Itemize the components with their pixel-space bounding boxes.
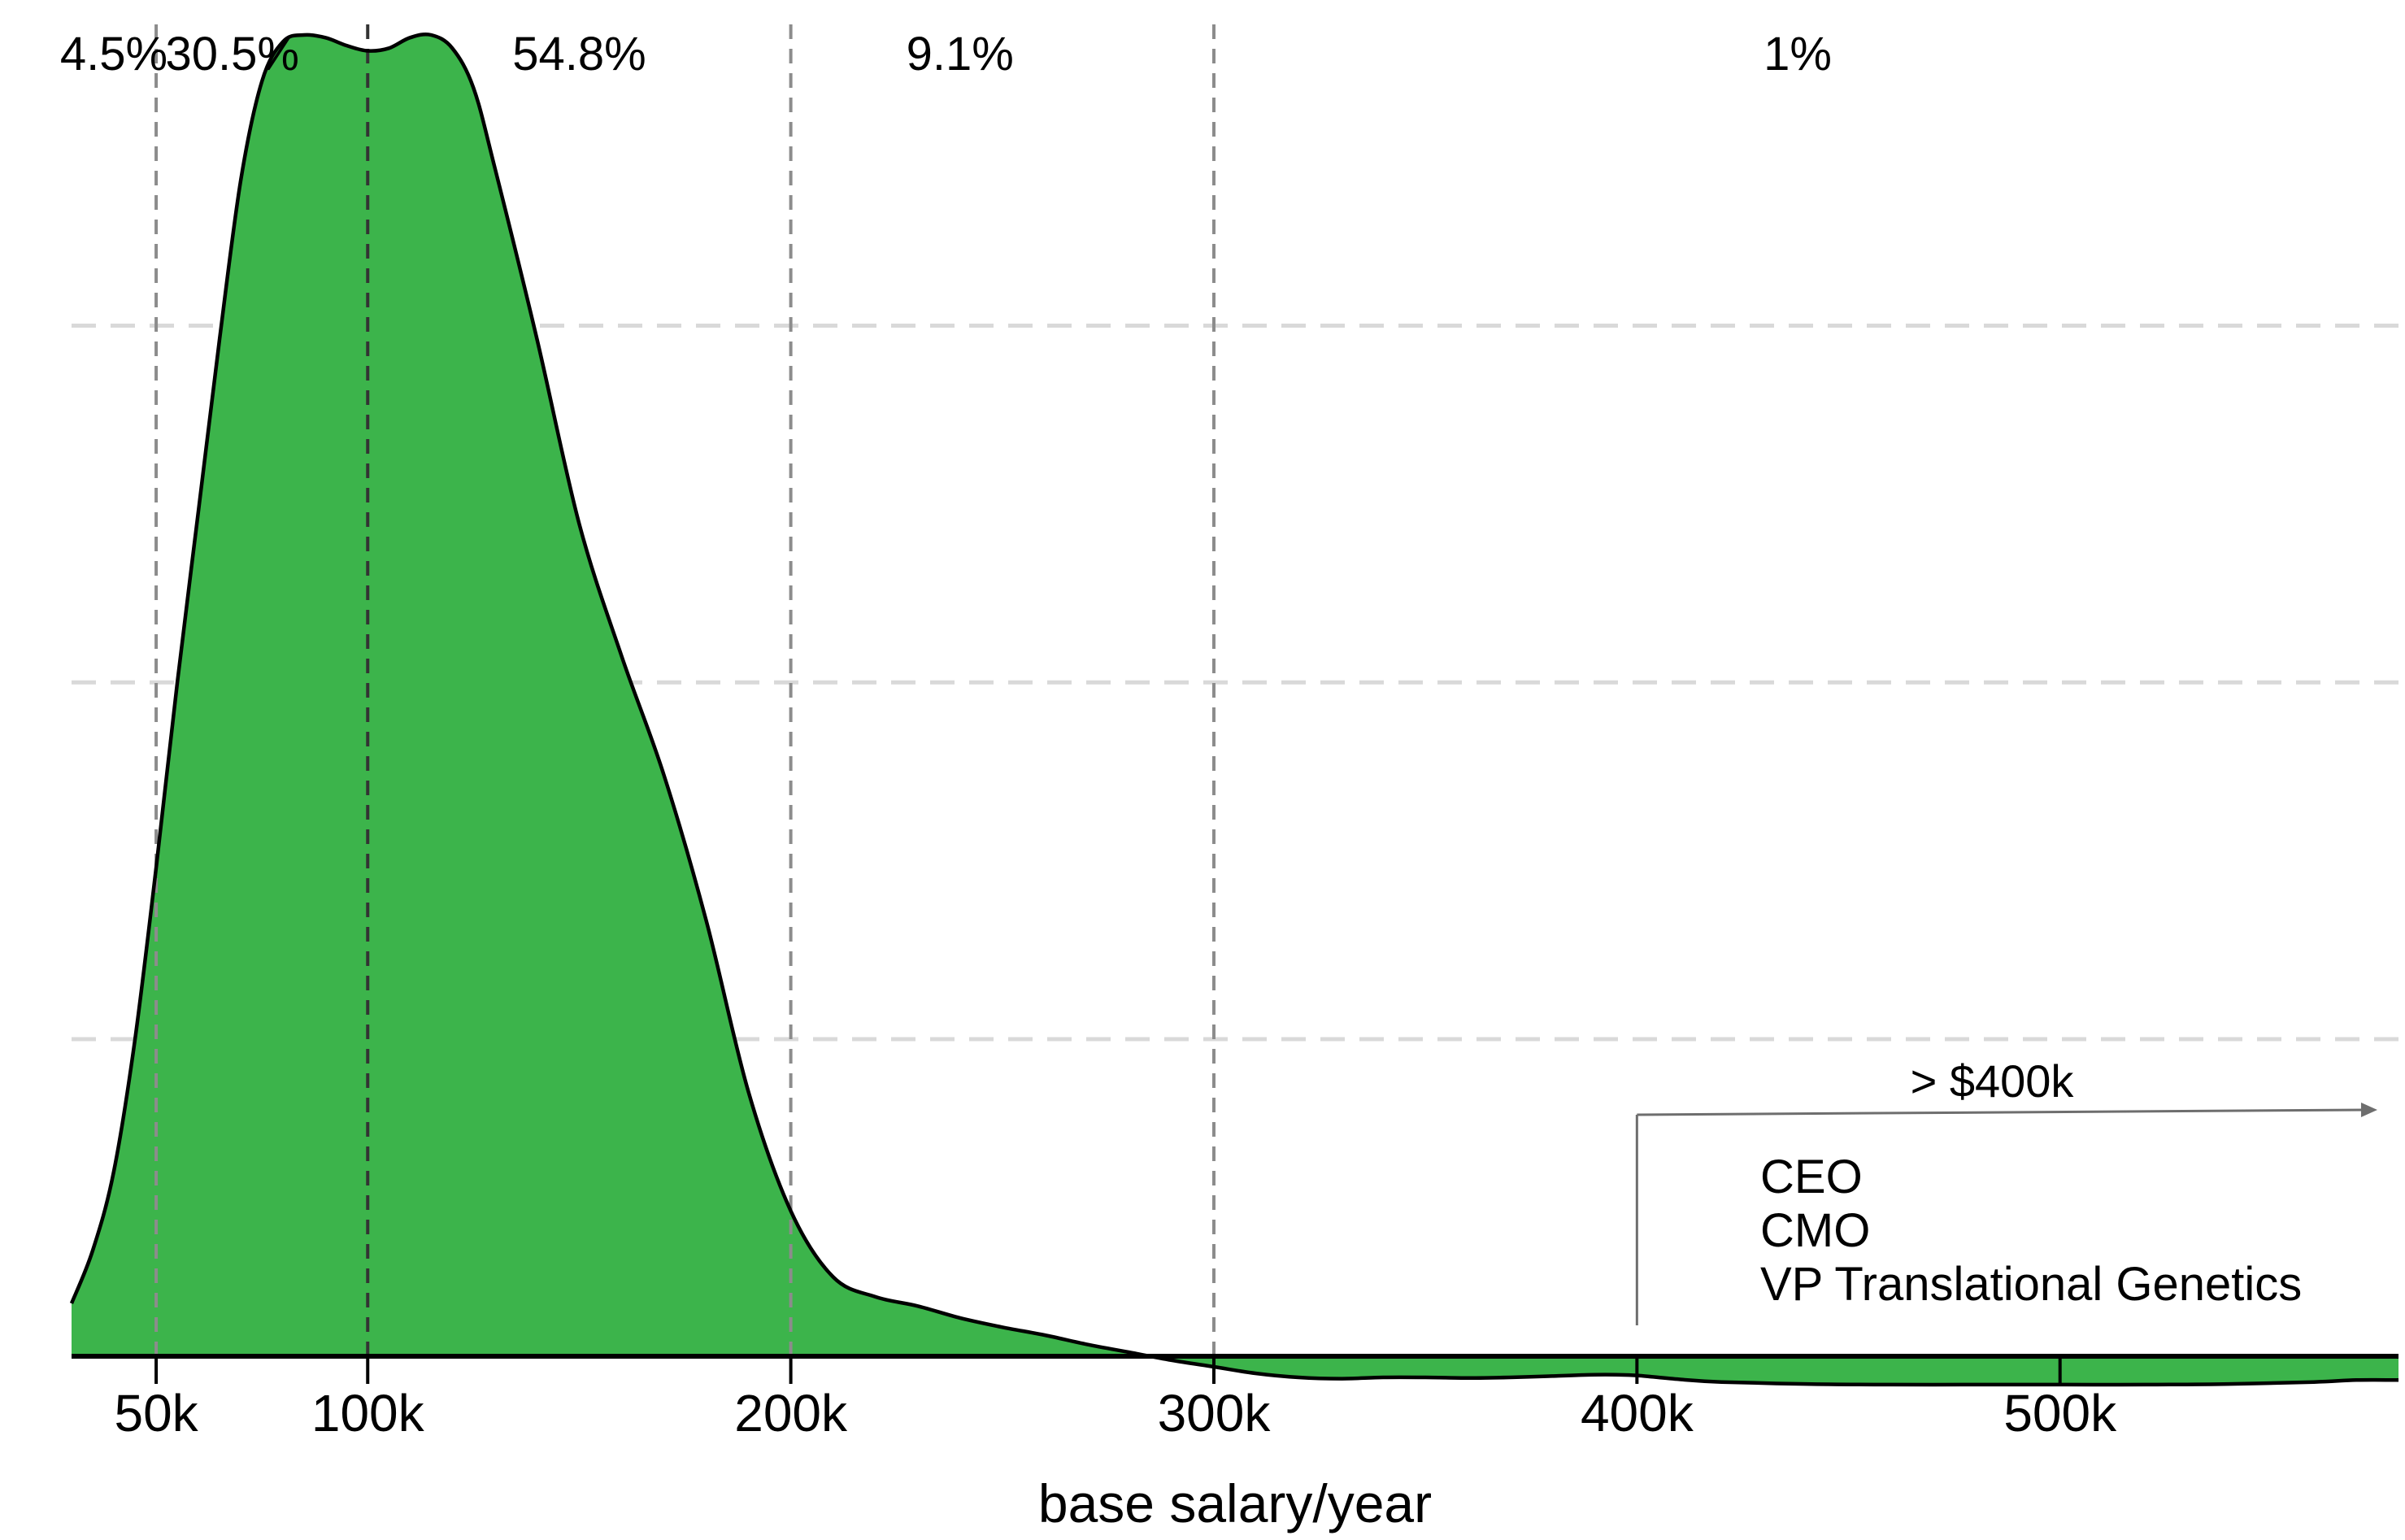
x-tick-label-400k: 400k — [1581, 1384, 1694, 1442]
x-tick-label-50k: 50k — [114, 1384, 198, 1442]
x-tick-label-200k: 200k — [734, 1384, 848, 1442]
x-tick-label-300k: 300k — [1158, 1384, 1272, 1442]
segment-label-5: 1% — [1764, 28, 1832, 80]
x-tick-label-500k: 500k — [2003, 1384, 2117, 1442]
annotation-item-vp-translational-genetics: VP Translational Genetics — [1760, 1258, 2302, 1311]
segment-label-1: 4.5% — [60, 28, 167, 80]
annotation-arrowhead-icon — [2360, 1103, 2377, 1117]
segment-label-2: 30.5% — [166, 28, 299, 80]
annotation-arrow-line — [1637, 1108, 2366, 1116]
segment-label-4: 9.1% — [907, 28, 1014, 80]
density-line — [69, 32, 2399, 1387]
annotation-item-ceo: CEO — [1760, 1151, 1863, 1203]
segment-label-3: 54.8% — [512, 28, 646, 80]
high-salary-annotation: > $400k CEO CMO VP Translational Genetic… — [1635, 1055, 2377, 1325]
x-axis-ticks: 50k 100k 200k 300k 400k 500k — [114, 1356, 2117, 1442]
density-area — [72, 34, 2398, 1385]
x-axis-title: base salary/year — [1038, 1473, 1432, 1533]
annotation-item-cmo: CMO — [1760, 1204, 1870, 1257]
segment-dividers — [154, 24, 1216, 1356]
x-tick-label-100k: 100k — [311, 1384, 425, 1442]
annotation-header: > $400k — [1911, 1055, 2075, 1107]
segment-percent-labels: 4.5%30.5% 54.8% 9.1% 1% — [60, 28, 1832, 80]
